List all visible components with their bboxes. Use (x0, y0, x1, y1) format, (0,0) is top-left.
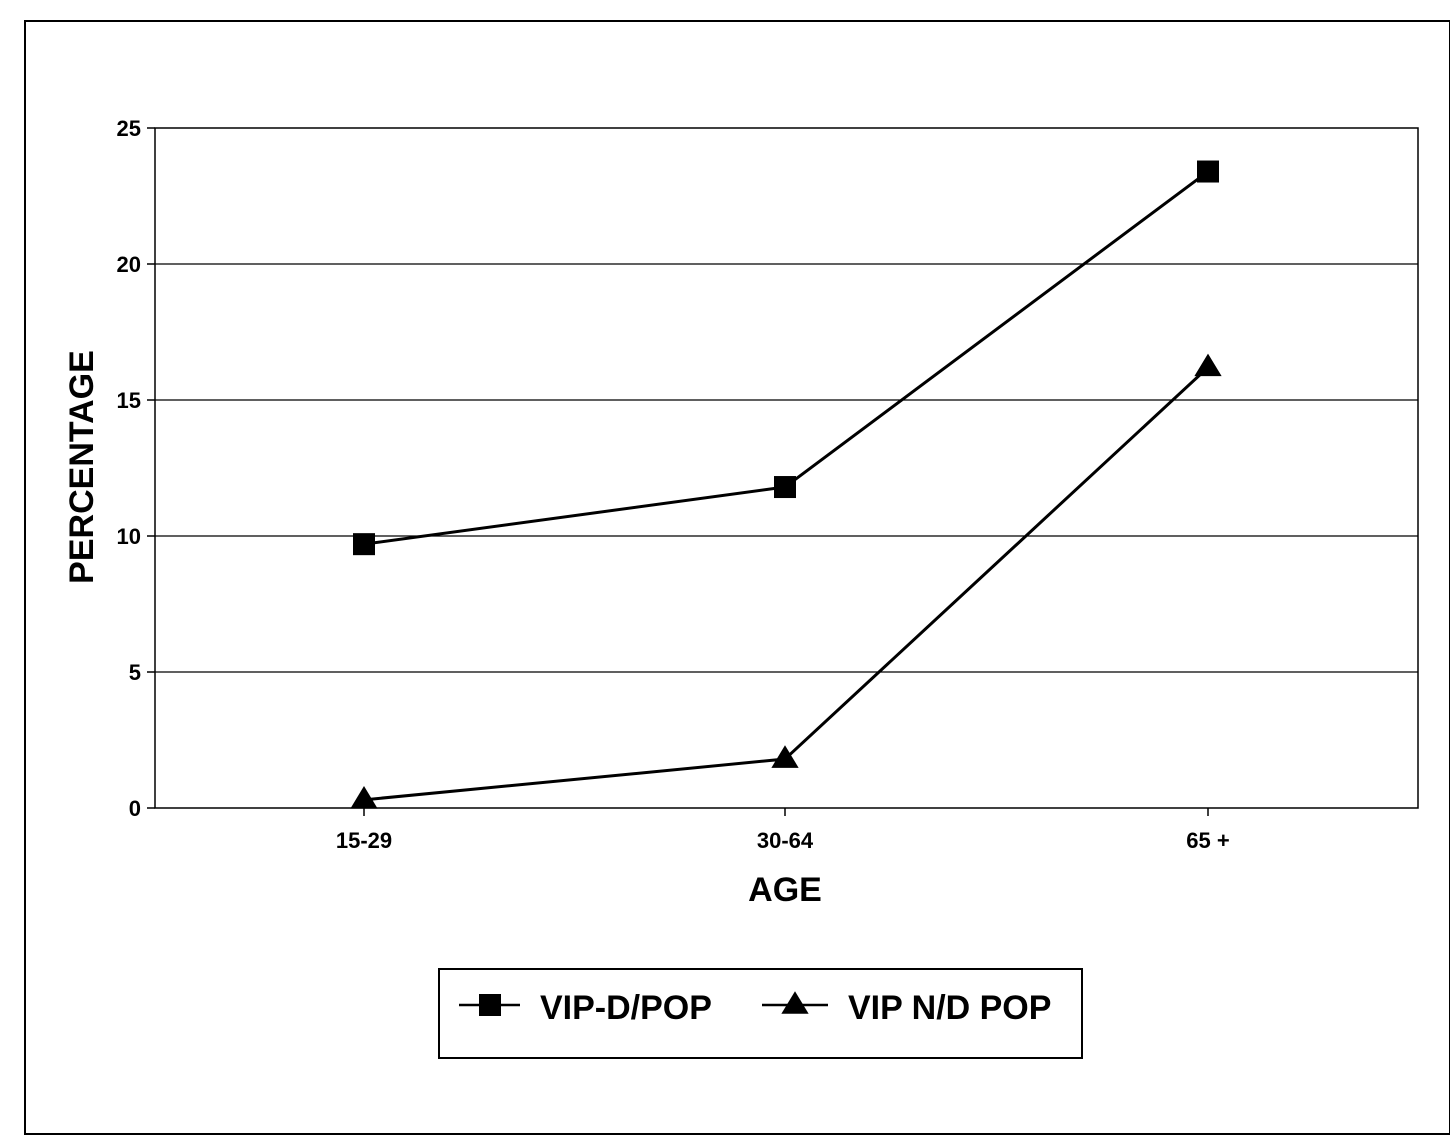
y-tick-label: 25 (117, 116, 141, 141)
series-layer (350, 160, 1222, 809)
data-point (774, 476, 796, 499)
y-tick-label: 15 (117, 388, 141, 413)
y-tick-label: 5 (129, 660, 141, 685)
y-axis-ticks: 0 5 10 15 20 25 (117, 116, 155, 821)
data-point (1197, 160, 1219, 183)
legend-entry: VIP-D/POP (459, 989, 712, 1027)
legend-box (438, 968, 1083, 1059)
x-tick-label: 65 + (1186, 828, 1229, 853)
y-tick-label: 0 (129, 796, 141, 821)
y-tick-label: 10 (117, 524, 141, 549)
grid-lines (155, 263, 1418, 673)
data-point (350, 786, 378, 809)
series-triangle (350, 353, 1222, 809)
legend-label: VIP-D/POP (540, 989, 712, 1027)
plot-border (154, 127, 1419, 809)
legend: VIP-D/POP VIP N/D POP (438, 968, 1083, 1059)
y-axis-title: PERCENTAGE (63, 350, 101, 584)
x-axis-ticks: 15-29 30-64 65 + (336, 808, 1230, 853)
series-square (353, 160, 1219, 556)
y-tick-label: 20 (117, 252, 141, 277)
series-line (363, 366, 1210, 802)
legend-entry: VIP N/D POP (762, 989, 1051, 1027)
data-point (1194, 353, 1222, 377)
x-tick-label: 15-29 (336, 828, 392, 853)
legend-marker (781, 991, 809, 1014)
x-axis-title: AGE (748, 871, 822, 909)
data-point (771, 745, 799, 768)
legend-label: VIP N/D POP (848, 989, 1051, 1027)
data-point (353, 533, 375, 556)
chart-frame (24, 20, 1450, 1135)
x-tick-label: 30-64 (757, 828, 814, 853)
legend-marker (479, 994, 501, 1016)
plot-area (154, 127, 1419, 809)
